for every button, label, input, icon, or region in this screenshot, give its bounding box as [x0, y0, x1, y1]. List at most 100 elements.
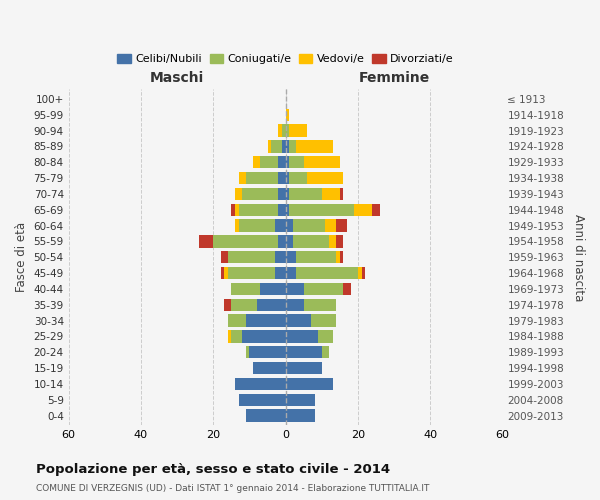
Bar [289, 204, 355, 216]
Bar [260, 283, 286, 295]
Bar [286, 236, 293, 248]
Bar [329, 236, 336, 248]
Bar [275, 220, 286, 232]
Bar [307, 172, 343, 184]
Bar [340, 188, 343, 200]
Bar [322, 188, 340, 200]
Bar [286, 251, 296, 264]
Bar [213, 236, 278, 248]
Bar [286, 394, 314, 406]
Bar [286, 378, 332, 390]
Bar [257, 298, 286, 311]
Bar [228, 314, 246, 327]
Bar [343, 283, 350, 295]
Bar [199, 236, 213, 248]
Bar [232, 204, 235, 216]
Bar [246, 314, 286, 327]
Bar [232, 283, 260, 295]
Bar [318, 330, 332, 342]
Bar [286, 267, 296, 280]
Bar [286, 124, 289, 137]
Bar [239, 220, 275, 232]
Bar [289, 188, 322, 200]
Bar [286, 108, 289, 121]
Bar [304, 298, 336, 311]
Bar [242, 330, 286, 342]
Bar [239, 394, 286, 406]
Bar [286, 298, 304, 311]
Bar [289, 156, 304, 168]
Bar [286, 172, 289, 184]
Bar [239, 172, 246, 184]
Text: Maschi: Maschi [150, 70, 204, 85]
Bar [304, 283, 343, 295]
Bar [286, 330, 318, 342]
Y-axis label: Fasce di età: Fasce di età [15, 222, 28, 292]
Bar [286, 283, 304, 295]
Bar [340, 251, 343, 264]
Bar [336, 251, 340, 264]
Bar [373, 204, 380, 216]
Bar [304, 156, 340, 168]
Bar [228, 267, 275, 280]
Bar [242, 188, 278, 200]
Bar [286, 410, 314, 422]
Bar [224, 298, 232, 311]
Bar [325, 220, 336, 232]
Bar [296, 267, 358, 280]
Bar [322, 346, 329, 358]
Y-axis label: Anni di nascita: Anni di nascita [572, 214, 585, 301]
Bar [336, 236, 343, 248]
Bar [253, 156, 260, 168]
Bar [239, 204, 278, 216]
Bar [296, 140, 332, 152]
Bar [282, 140, 286, 152]
Bar [235, 378, 286, 390]
Bar [362, 267, 365, 280]
Bar [246, 346, 250, 358]
Bar [286, 220, 293, 232]
Bar [268, 140, 271, 152]
Bar [278, 236, 286, 248]
Bar [293, 236, 329, 248]
Bar [250, 346, 286, 358]
Bar [289, 172, 307, 184]
Bar [286, 188, 289, 200]
Bar [235, 188, 242, 200]
Text: COMUNE DI VERZEGNIS (UD) - Dati ISTAT 1° gennaio 2014 - Elaborazione TUTTITALIA.: COMUNE DI VERZEGNIS (UD) - Dati ISTAT 1°… [36, 484, 430, 493]
Text: Popolazione per età, sesso e stato civile - 2014: Popolazione per età, sesso e stato civil… [36, 462, 390, 475]
Bar [311, 314, 336, 327]
Bar [235, 204, 239, 216]
Bar [253, 362, 286, 374]
Bar [286, 156, 289, 168]
Bar [278, 204, 286, 216]
Bar [278, 124, 282, 137]
Bar [289, 124, 307, 137]
Bar [221, 267, 224, 280]
Bar [336, 220, 347, 232]
Bar [289, 140, 296, 152]
Bar [278, 188, 286, 200]
Bar [278, 156, 286, 168]
Bar [246, 172, 278, 184]
Bar [355, 204, 373, 216]
Bar [358, 267, 362, 280]
Bar [286, 362, 322, 374]
Bar [286, 140, 289, 152]
Bar [260, 156, 278, 168]
Bar [286, 346, 322, 358]
Legend: Celibi/Nubili, Coniugati/e, Vedovi/e, Divorziati/e: Celibi/Nubili, Coniugati/e, Vedovi/e, Di… [115, 52, 456, 66]
Bar [282, 124, 286, 137]
Bar [224, 267, 228, 280]
Bar [278, 172, 286, 184]
Bar [293, 220, 325, 232]
Bar [275, 267, 286, 280]
Bar [246, 410, 286, 422]
Bar [221, 251, 228, 264]
Bar [275, 251, 286, 264]
Text: Femmine: Femmine [358, 70, 430, 85]
Bar [235, 220, 239, 232]
Bar [296, 251, 336, 264]
Bar [271, 140, 282, 152]
Bar [228, 251, 275, 264]
